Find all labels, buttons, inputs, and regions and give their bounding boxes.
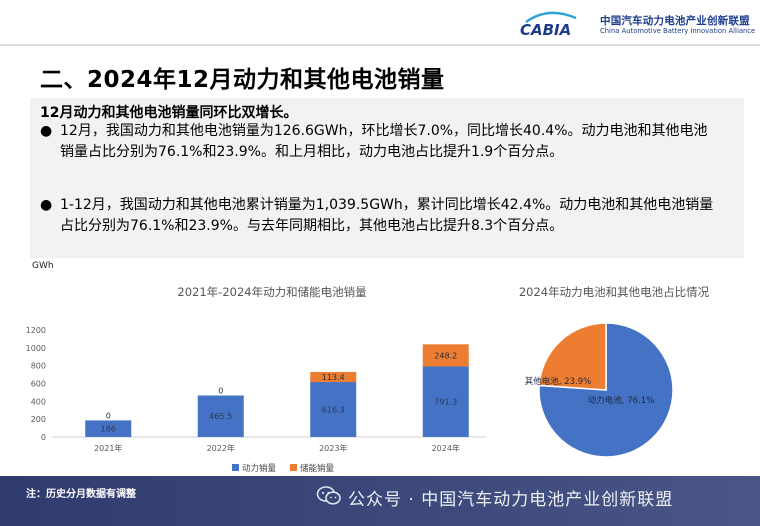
y-tick-label: 800 [31,362,46,371]
y-tick-label: 400 [31,397,46,406]
logo-text: CABIA [520,21,571,39]
bar-storage [310,371,357,383]
y-tick-label: 200 [31,415,46,424]
chart-title: 2021年-2024年动力和储能电池销量 [177,285,366,299]
summary-box [30,98,744,258]
bar-storage [422,344,469,367]
summary-lead: 12月动力和其他电池销量同环比双增长。 [40,105,298,121]
y-tick-label: 1200 [26,326,46,335]
bar-power [197,395,244,437]
x-tick-label: 2022年 [207,443,235,453]
cabia-logo: CABIA [520,11,577,39]
bar-power [310,382,357,437]
data-label: 0 [106,411,111,420]
bullet-dot: ● [40,197,53,213]
y-tick-label: 600 [31,380,46,389]
pie-slice [538,322,607,391]
summary-bullet-2: ● 1-12月，我国动力和其他电池累计销量为1,039.5GWh，累计同比增长4… [40,195,720,237]
legend-swatch [290,464,297,471]
data-label: 186 [101,425,116,434]
legend-label: 动力销量 [242,463,277,474]
y-tick-label: 0 [41,433,46,442]
legend-label: 储能销量 [300,463,335,474]
bar-chart: 2021年-2024年动力和储能电池销量 0 200 400 600 800 1000 120… [26,285,502,474]
data-label: 113.4 [322,373,345,382]
header-divider [0,44,760,46]
bar-chart-panel: 2021年-2024年动力和储能电池销量 0 200 400 600 800 1000 120… [22,272,530,482]
footer-bar [0,476,760,526]
bar-power [422,366,469,437]
header-bar [0,0,760,44]
x-tick-label: 2021年 [94,443,122,453]
data-label: 248.2 [434,351,457,360]
page-title: 二、2024年12月动力和其他电池销量 [40,67,445,93]
bar-power [85,420,132,437]
footer-brand: 公众号 · 中国汽车动力电池产业创新联盟 [348,490,674,510]
y-tick-label: 1000 [26,344,46,353]
wechat-icon [316,486,341,505]
data-label: 791.3 [434,398,457,407]
pie-label: 其他电池, 23.9% [525,376,591,387]
pie-slice [538,322,674,458]
summary-bullet-text: 1-12月，我国动力和其他电池累计销量为1,039.5GWh，累计同比增长42.… [60,197,714,234]
chart-title: 2024年动力电池和其他电池占比情况 [519,285,710,299]
summary-bullet-text: 12月，我国动力和其他电池销量为126.6GWh，环比增长7.0%，同比增长40… [60,123,708,160]
bullet-dot: ● [40,123,53,139]
pie-chart-panel: 2024年动力电池和其他电池占比情况动力电池, 76.1% 其他电池, 23.9% [486,272,756,482]
org-name-en: China Automotive Battery Innovation Alli… [600,27,756,35]
legend-swatch [232,464,239,471]
pie-label: 动力电池, 76.1% [588,395,654,406]
data-label: 0 [218,386,223,395]
org-name-cn: 中国汽车动力电池产业创新联盟 [600,15,750,27]
x-tick-label: 2024年 [432,443,460,453]
data-label: 465.5 [209,412,232,421]
data-label: 616.3 [322,406,345,415]
summary-bullet-1: ● 12月，我国动力和其他电池销量为126.6GWh，环比增长7.0%，同比增长… [40,121,720,163]
x-tick-label: 2023年 [319,443,347,453]
y-unit-label: GWh [32,261,54,271]
footer-note: 注：历史分月数据有调整 [26,489,136,500]
